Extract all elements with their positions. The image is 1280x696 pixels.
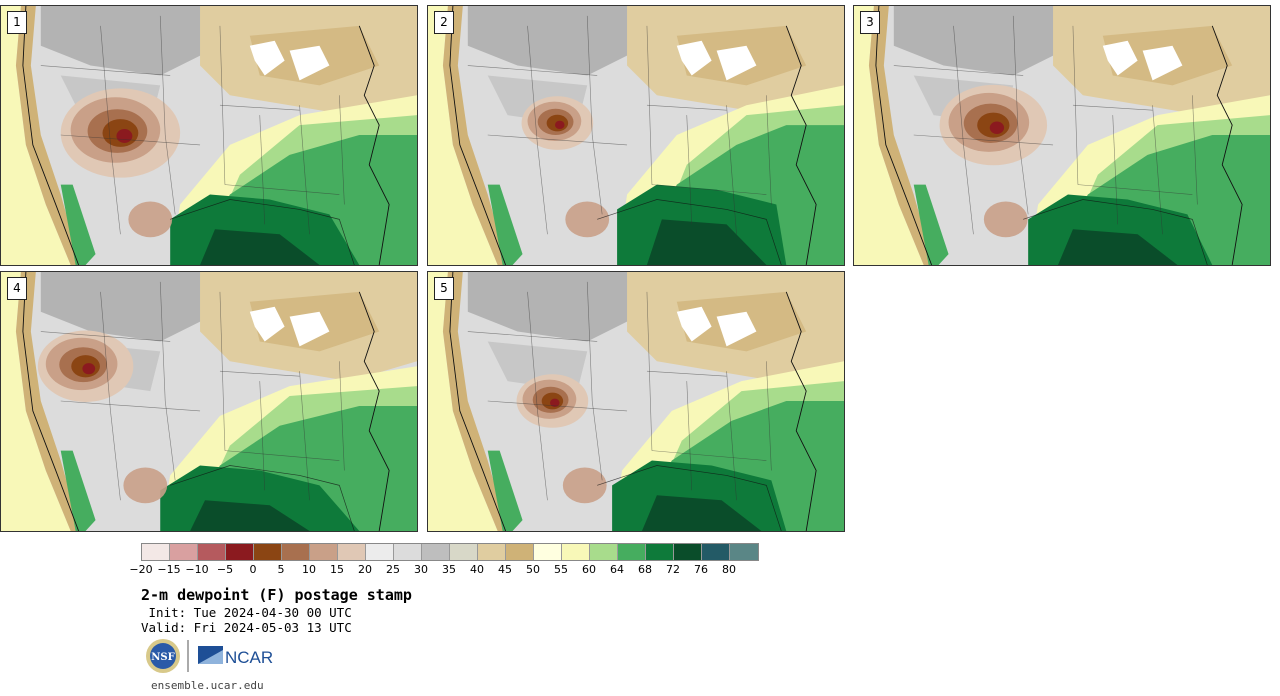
colorbar-tick-label: 45 — [498, 563, 512, 576]
colorbar-tick-label: 0 — [249, 563, 257, 576]
colorbar-tick-label: 30 — [414, 563, 428, 576]
colorbar-swatch — [142, 544, 170, 560]
map-panel-5[interactable]: 5 — [427, 271, 845, 532]
colorbar-tick-label: 80 — [722, 563, 736, 576]
panel-number: 4 — [7, 277, 27, 300]
colorbar-swatch — [478, 544, 506, 560]
colorbar-tick-label: −5 — [216, 563, 234, 576]
logos: NSF NCAR — [141, 636, 301, 676]
colorbar-tick-label: 15 — [330, 563, 344, 576]
colorbar-swatch — [366, 544, 394, 560]
colorbar-tick-label: −10 — [185, 563, 209, 576]
colorbar-swatch — [562, 544, 590, 560]
colorbar-swatch — [674, 544, 702, 560]
colorbar-swatch — [226, 544, 254, 560]
colorbar-swatch — [450, 544, 478, 560]
map-panel-2[interactable]: 2 — [427, 5, 845, 266]
dewpoint-map — [1, 272, 417, 531]
colorbar-swatch — [310, 544, 338, 560]
colorbar-tick-label: 55 — [554, 563, 568, 576]
colorbar-tick-label: 35 — [442, 563, 456, 576]
chart-title: 2-m dewpoint (F) postage stamp — [141, 586, 412, 604]
panel-number: 2 — [434, 11, 454, 34]
colorbar-tick-label: 40 — [470, 563, 484, 576]
map-panel-1[interactable]: 1 — [0, 5, 418, 266]
colorbar-swatch — [198, 544, 226, 560]
colorbar-ticks: −20 −15 −10 −5 0 5 10 15 20 25 30 35 40 45 50 55 60 64 68 7… — [129, 563, 781, 577]
colorbar-swatch — [534, 544, 562, 560]
colorbar-swatch — [338, 544, 366, 560]
panel-number: 1 — [7, 11, 27, 34]
colorbar-swatch — [646, 544, 674, 560]
ncar-logo-text: NCAR — [225, 648, 273, 667]
nsf-logo-icon: NSF — [146, 639, 180, 673]
panel-number: 3 — [860, 11, 880, 34]
dewpoint-map — [428, 6, 844, 265]
colorbar-tick-label: 5 — [277, 563, 285, 576]
colorbar-swatch — [394, 544, 422, 560]
init-time: Init: Tue 2024-04-30 00 UTC — [141, 605, 352, 620]
panel-number: 5 — [434, 277, 454, 300]
colorbar-tick-label: 76 — [694, 563, 708, 576]
colorbar-tick-label: −15 — [157, 563, 181, 576]
colorbar-swatch — [254, 544, 282, 560]
colorbar-swatch — [618, 544, 646, 560]
colorbar-tick-label: 50 — [526, 563, 540, 576]
colorbar-swatch — [506, 544, 534, 560]
colorbar-tick-label: 60 — [582, 563, 596, 576]
colorbar-tick-label: 64 — [610, 563, 624, 576]
colorbar-tick-label: 25 — [386, 563, 400, 576]
nsf-logo-text: NSF — [151, 652, 174, 663]
colorbar-tick-label: 72 — [666, 563, 680, 576]
ncar-logo-icon: NCAR — [198, 646, 273, 667]
colorbar-tick-label: 10 — [302, 563, 316, 576]
dewpoint-map — [428, 272, 844, 531]
colorbar-tick-label: 20 — [358, 563, 372, 576]
colorbar-tick-label: −20 — [129, 563, 153, 576]
colorbar-swatch — [422, 544, 450, 560]
colorbar — [141, 543, 759, 561]
footer-url: ensemble.ucar.edu — [151, 679, 264, 692]
dewpoint-map — [854, 6, 1270, 265]
dewpoint-map — [1, 6, 417, 265]
colorbar-swatch — [590, 544, 618, 560]
colorbar-swatch — [730, 544, 758, 560]
valid-time: Valid: Fri 2024-05-03 13 UTC — [141, 620, 352, 635]
colorbar-swatch — [170, 544, 198, 560]
map-panel-4[interactable]: 4 — [0, 271, 418, 532]
colorbar-tick-label: 68 — [638, 563, 652, 576]
colorbar-swatch — [702, 544, 730, 560]
colorbar-swatch — [282, 544, 310, 560]
map-panel-3[interactable]: 3 — [853, 5, 1271, 266]
